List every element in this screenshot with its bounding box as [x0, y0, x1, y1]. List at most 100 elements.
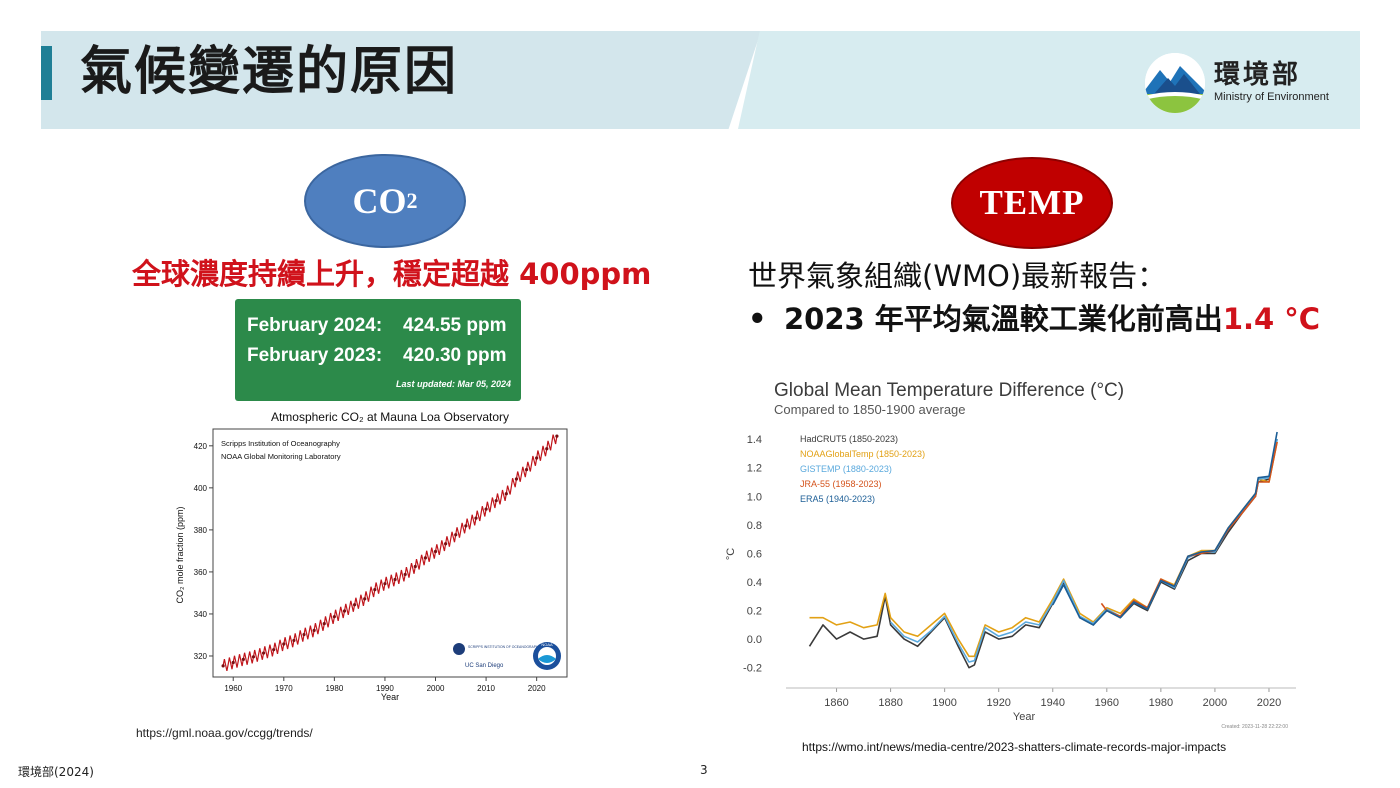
- temp-y-tick-label: 0.0: [747, 634, 762, 646]
- co2-data-point: [494, 499, 498, 503]
- co2-data-point: [504, 492, 508, 496]
- co2-badge-subscript: 2: [406, 188, 418, 213]
- bullet-marker: •: [748, 302, 767, 336]
- co2-series: [221, 434, 559, 672]
- co2-y-axis: 320 340 360 380 400 420: [194, 442, 213, 661]
- co2-data-point: [545, 447, 549, 451]
- temp-chart: Global Mean Temperature Difference (°C) …: [716, 362, 1346, 742]
- stat-label: February 2023:: [247, 345, 383, 366]
- temp-legend-entry: HadCRUT5 (1850-2023): [800, 434, 898, 444]
- temp-y-axis-label: °C: [725, 548, 737, 560]
- temp-chart-footnote: Created: 2023-11-28 22:22:00: [1221, 724, 1288, 730]
- temp-legend-entry: GISTEMP (1880-2023): [800, 464, 892, 474]
- co2-source-link[interactable]: https://gml.noaa.gov/ccgg/trends/: [136, 726, 313, 740]
- stat-row-2023: February 2023:: [247, 345, 382, 367]
- temp-source-link[interactable]: https://wmo.int/news/media-centre/2023-s…: [802, 740, 1227, 754]
- temp-chart-title: Global Mean Temperature Difference (°C): [774, 380, 1124, 401]
- co2-x-tick-label: 2000: [427, 684, 445, 693]
- co2-x-tick-label: 2020: [528, 684, 546, 693]
- temp-legend-entry: JRA-55 (1958-2023): [800, 479, 882, 489]
- co2-data-point: [373, 587, 377, 592]
- ministry-name-en: Ministry of Environment: [1214, 91, 1329, 103]
- co2-data-point: [535, 456, 539, 460]
- co2-chart-title: Atmospheric CO₂ at Mauna Loa Observatory: [271, 410, 509, 424]
- temp-y-tick-label: 0.2: [747, 606, 762, 618]
- co2-plot-frame: [212, 428, 568, 678]
- co2-data-point: [433, 549, 438, 554]
- last-updated: Last updated: Mar 05, 2024: [395, 379, 511, 389]
- title-accent-bar: [41, 46, 52, 100]
- co2-data-point: [454, 533, 458, 537]
- co2-data-point: [363, 597, 367, 601]
- noaa-logo-icon: NOAA: [533, 642, 561, 670]
- page-title: 氣候變遷的原因: [80, 42, 459, 102]
- temp-chart-subtitle: Compared to 1850-1900 average: [774, 402, 966, 417]
- co2-x-tick-label: 1960: [224, 684, 242, 693]
- temp-x-tick-label: 1940: [1041, 697, 1065, 709]
- co2-data-point: [353, 603, 357, 607]
- stat-value-2024: 424.55 ppm: [403, 315, 507, 336]
- co2-x-tick-label: 2010: [477, 684, 495, 693]
- co2-data-point: [221, 664, 225, 668]
- co2-y-tick-label: 320: [194, 652, 208, 661]
- temp-y-tick-label: 0.4: [747, 577, 762, 589]
- scripps-logo-text: SCRIPPS INSTITUTION OF OCEANOGRAPHY: [468, 645, 541, 649]
- co2-x-tick-label: 1990: [376, 684, 394, 693]
- co2-y-axis-label: CO₂ mole fraction (ppm): [175, 506, 185, 603]
- temp-y-axis: -0.2 0.0 0.2 0.4 0.6 0.8 1.0 1.2 1.4: [743, 434, 762, 675]
- temp-y-tick-label: 1.4: [747, 434, 762, 446]
- co2-y-tick-label: 420: [194, 442, 208, 451]
- co2-headline: 全球濃度持續上升，穩定超越 400ppm: [132, 257, 652, 291]
- temp-badge: TEMP: [951, 157, 1113, 249]
- ucsd-logo-text: UC San Diego: [465, 663, 504, 669]
- footer-credit: 環境部(2024): [18, 765, 94, 779]
- co2-badge-text: CO: [352, 181, 407, 221]
- co2-y-tick-label: 400: [194, 484, 208, 493]
- temp-y-tick-label: 1.0: [747, 491, 762, 503]
- co2-data-point: [332, 615, 336, 619]
- co2-data-point: [241, 657, 245, 661]
- temp-x-tick-label: 1860: [824, 697, 848, 709]
- co2-y-tick-label: 340: [194, 610, 208, 619]
- co2-data-point: [464, 524, 468, 528]
- temp-x-tick-label: 1920: [986, 697, 1010, 709]
- page-number: 3: [700, 763, 708, 777]
- wmo-bullet: • 2023 年平均氣溫較工業化前高出1.4 °C: [748, 296, 1320, 338]
- co2-data-point: [272, 648, 276, 652]
- co2-y-tick-label: 380: [194, 526, 208, 535]
- temp-y-tick-label: 0.8: [747, 520, 762, 532]
- co2-data-point: [393, 577, 397, 582]
- co2-data-point: [312, 628, 316, 632]
- wmo-intro: 世界氣象組織(WMO)最新報告：: [748, 259, 1167, 293]
- co2-y-tick-label: 360: [194, 568, 208, 577]
- co2-x-axis-label: Year: [381, 692, 399, 702]
- co2-x-tick-label: 1970: [275, 684, 293, 693]
- co2-x-axis: 1960 1970 1980 1990 2000 2010 2020: [224, 677, 546, 693]
- co2-data-point: [423, 556, 427, 560]
- co2-data-point: [555, 434, 559, 438]
- co2-data-point: [322, 622, 326, 626]
- temp-series-line: [1052, 431, 1278, 626]
- co2-data-point: [342, 609, 347, 613]
- co2-annotation-noaa: NOAA Global Monitoring Laboratory: [221, 452, 341, 461]
- temp-series: [808, 431, 1278, 669]
- temp-legend-entry: NOAAGlobalTemp (1850-2023): [800, 449, 925, 459]
- temp-x-tick-label: 1880: [878, 697, 902, 709]
- ministry-name-cn: 環境部: [1214, 60, 1302, 90]
- co2-x-tick-label: 1980: [325, 684, 343, 693]
- co2-data-point: [383, 582, 387, 586]
- temp-x-axis: 1860 1880 1900 1920 1940 1960 1980 2000 2020: [786, 687, 1296, 709]
- co2-data-point: [261, 651, 266, 655]
- co2-data-point: [403, 572, 407, 577]
- scripps-logo: SCRIPPS INSTITUTION OF OCEANOGRAPHY UC S…: [453, 643, 541, 669]
- co2-stats-box: February 2024: 424.55 ppm February 2023:…: [235, 299, 521, 401]
- temp-x-axis-label: Year: [1013, 711, 1036, 723]
- temp-x-tick-label: 2020: [1257, 697, 1281, 709]
- header-band-right: [738, 31, 1360, 129]
- ministry-logo-icon: [1145, 53, 1205, 113]
- co2-data-point: [444, 542, 448, 546]
- temp-legend-entry: ERA5 (1940-2023): [800, 494, 875, 504]
- co2-data-point: [302, 632, 306, 637]
- co2-data-point: [282, 642, 286, 646]
- co2-data-point: [474, 516, 478, 520]
